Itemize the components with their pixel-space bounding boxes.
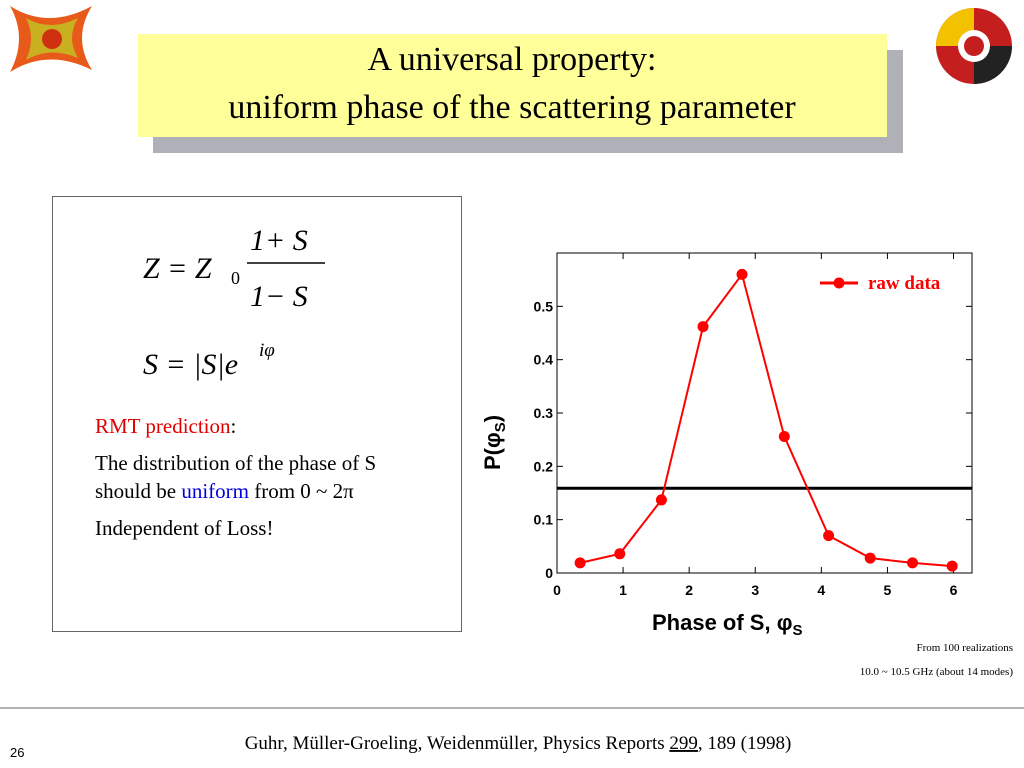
paragraph: RMT prediction: [95, 412, 435, 440]
equation: S = |S|e [143, 348, 238, 381]
y-tick-label: 0.4 [534, 352, 554, 368]
y-axis-label-sub: S [492, 422, 509, 432]
x-tick-label: 3 [751, 582, 759, 598]
data-point [823, 530, 835, 542]
title-box [138, 34, 887, 137]
title: uniform phase of the scattering paramete… [228, 89, 796, 126]
right-logo [936, 8, 1012, 84]
rmt-label: RMT prediction [95, 414, 231, 438]
y-tick-label: 0.5 [534, 298, 554, 314]
data-point [736, 268, 748, 280]
citation-text: Guhr, Müller-Groeling, Weidenmüller, Phy… [245, 733, 670, 754]
x-tick-label: 0 [553, 582, 561, 598]
y-tick-label: 0.2 [534, 458, 554, 474]
y-axis-label-text: ) [480, 415, 505, 422]
x-axis-label-text: Phase of S, φ [652, 610, 792, 635]
paragraph: The distribution of the phase of S shoul… [95, 449, 435, 505]
note: From 100 realizations [916, 642, 1013, 654]
y-tick-label: 0.1 [534, 512, 554, 528]
citation-volume: 299 [669, 733, 698, 754]
text: from 0 ~ 2π [248, 479, 354, 503]
text: The distribution of the phase of S shoul… [95, 451, 377, 503]
left-logo [10, 6, 92, 72]
data-point [697, 321, 709, 333]
legend-label: raw data [868, 273, 941, 294]
data-line [579, 272, 953, 568]
y-tick-label: 0.3 [534, 405, 554, 421]
text-box [52, 196, 462, 632]
x-tick-label: 5 [884, 582, 892, 598]
title: A universal property: [368, 41, 657, 78]
y-axis-label: P(φS) [480, 415, 509, 470]
x-tick-label: 2 [685, 582, 693, 598]
citation-text: , 189 (1998) [698, 733, 791, 754]
y-axis-label-text: P(φ [480, 432, 505, 470]
data-point [655, 494, 667, 506]
legend-marker [833, 277, 845, 289]
equation: 1+ S [250, 224, 308, 257]
x-tick-label: 4 [817, 582, 825, 598]
plot-frame [556, 252, 973, 574]
data-point [907, 557, 919, 569]
text: : [230, 414, 237, 438]
text: Independent of Loss! [95, 516, 274, 540]
data-point [778, 430, 790, 442]
data-point [864, 552, 876, 564]
paragraph: Independent of Loss! [95, 514, 435, 542]
citation: Guhr, Müller-Groeling, Weidenmüller, Phy… [245, 733, 792, 754]
data-point [574, 557, 586, 569]
x-axis-label-sub: S [792, 622, 802, 639]
equation: 1− S [250, 280, 308, 313]
x-axis-label: Phase of S, φS [652, 610, 802, 639]
highlight: uniform [181, 479, 249, 503]
data-point [614, 548, 626, 560]
prediction-text: RMT prediction: The distribution of the … [95, 412, 435, 551]
equation: Z = Z [143, 252, 212, 285]
note: 10.0 ~ 10.5 GHz (about 14 modes) [860, 666, 1014, 678]
data-point [946, 560, 958, 572]
equation: iφ [259, 340, 275, 361]
page-number: 26 [10, 745, 24, 760]
y-tick-label: 0 [545, 565, 553, 581]
x-tick-label: 1 [619, 582, 627, 598]
x-tick-label: 6 [950, 582, 958, 598]
equation: 0 [231, 268, 240, 288]
